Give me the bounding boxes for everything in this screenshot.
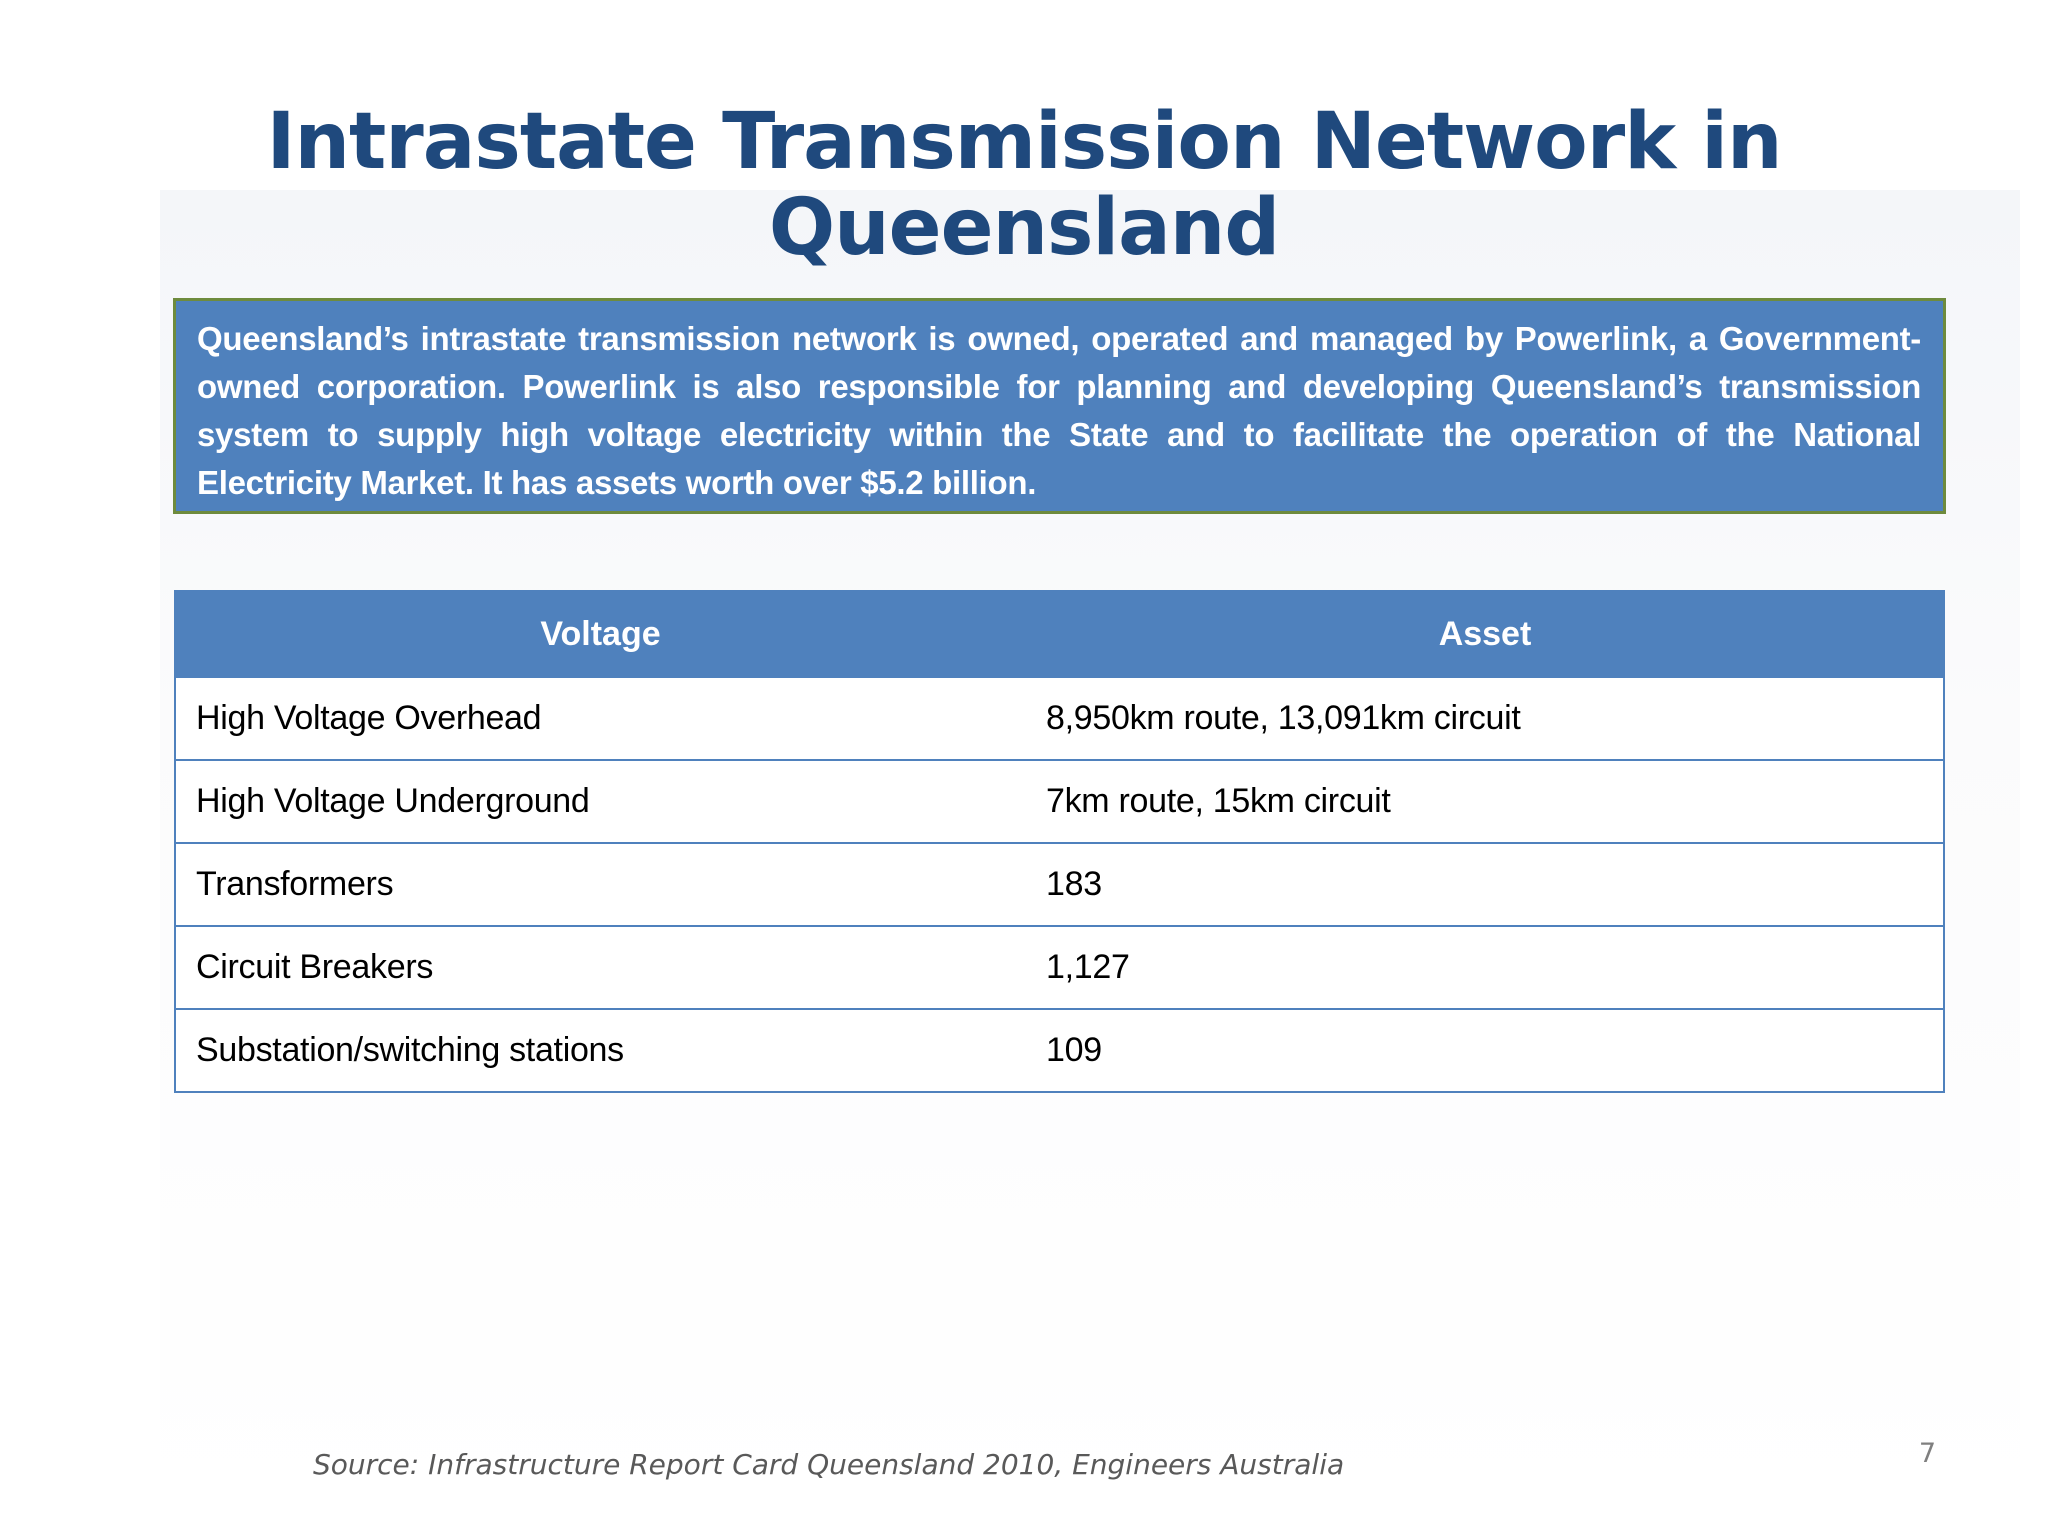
table-row: High Voltage Overhead 8,950km route, 13,… [174, 676, 1945, 761]
intro-callout-box: Queensland’s intrastate transmission net… [173, 298, 1946, 514]
table-row: Substation/switching stations 109 [174, 1008, 1945, 1093]
header-asset: Asset [1025, 590, 1945, 678]
cell-voltage: High Voltage Overhead [174, 676, 1026, 761]
cell-voltage: High Voltage Underground [174, 759, 1026, 844]
intro-paragraph: Queensland’s intrastate transmission net… [197, 320, 1921, 501]
cell-asset: 109 [1026, 1008, 1945, 1093]
table-row: High Voltage Underground 7km route, 15km… [174, 759, 1945, 844]
table-row: Transformers 183 [174, 842, 1945, 927]
table-row: Circuit Breakers 1,127 [174, 925, 1945, 1010]
cell-asset: 7km route, 15km circuit [1026, 759, 1945, 844]
cell-voltage: Substation/switching stations [174, 1008, 1026, 1093]
cell-asset: 1,127 [1026, 925, 1945, 1010]
page-number: 7 [1918, 1438, 1936, 1469]
table-header-row: Voltage Asset [174, 590, 1945, 678]
source-citation: Source: Infrastructure Report Card Queen… [313, 1448, 1345, 1481]
slide-title: Intrastate Transmission Network in Queen… [266, 97, 1782, 273]
cell-asset: 8,950km route, 13,091km circuit [1026, 676, 1945, 761]
header-voltage: Voltage [174, 590, 1027, 678]
cell-voltage: Transformers [174, 842, 1026, 927]
cell-voltage: Circuit Breakers [174, 925, 1026, 1010]
asset-table: Voltage Asset High Voltage Overhead 8,95… [174, 590, 1945, 1093]
cell-asset: 183 [1026, 842, 1945, 927]
